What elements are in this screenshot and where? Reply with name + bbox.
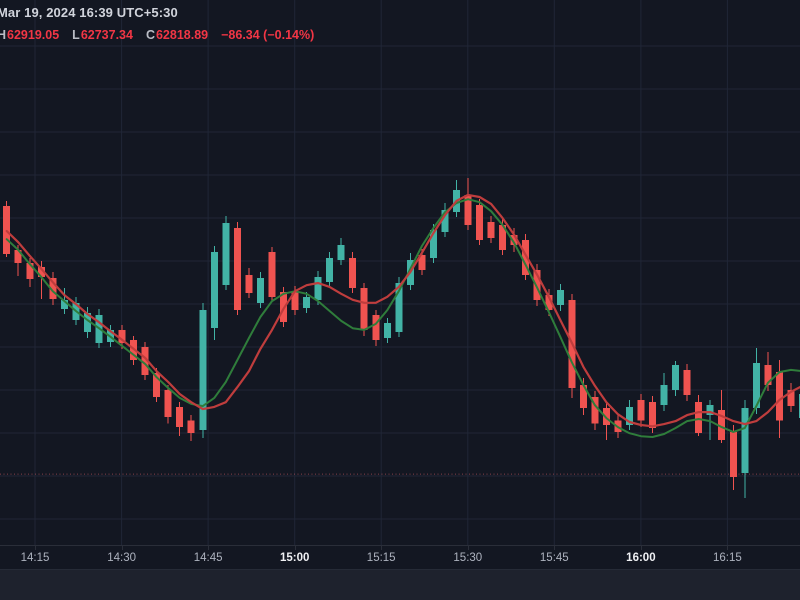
candle-body	[741, 408, 749, 474]
axis-tick	[35, 546, 36, 550]
time-label: 14:15	[20, 551, 50, 564]
candle-body	[798, 394, 800, 419]
candle-body	[26, 262, 34, 280]
candle-body	[441, 209, 449, 232]
candles-layer	[3, 178, 800, 499]
candle-body	[464, 194, 472, 225]
candle-body	[752, 363, 760, 409]
time-label: 15:15	[366, 551, 396, 564]
candle-body	[349, 258, 357, 288]
candle-body	[591, 397, 599, 424]
candle-body	[556, 289, 564, 305]
candle-body	[649, 402, 657, 428]
axis-tick	[294, 546, 296, 550]
candle-body	[775, 372, 783, 421]
axis-tick	[554, 546, 556, 550]
candle-body	[60, 299, 68, 309]
candle-body	[533, 270, 541, 300]
candle-body	[314, 277, 322, 300]
candle-body	[660, 384, 668, 406]
candle-body	[337, 244, 345, 260]
candle-body	[199, 310, 207, 431]
axis-tick	[640, 546, 642, 550]
candle-body	[383, 323, 391, 339]
candle-body	[233, 227, 241, 311]
candle-body	[695, 402, 703, 434]
candle-body	[326, 258, 334, 283]
candle-body	[625, 406, 633, 425]
axis-tick	[121, 546, 123, 550]
candle-body	[303, 296, 311, 308]
candle-body	[579, 384, 587, 409]
time-label: 14:30	[107, 551, 136, 564]
candle-body	[210, 252, 218, 329]
candle-body	[222, 222, 230, 286]
candle-body	[429, 230, 437, 259]
candle-body	[706, 405, 714, 416]
axis-tick	[381, 546, 383, 550]
candle-body	[118, 329, 126, 343]
candle-body	[187, 420, 195, 434]
candle-body	[141, 347, 149, 376]
axis-tick	[467, 546, 469, 550]
axis-tick	[208, 546, 210, 550]
time-label: 16:15	[713, 551, 742, 564]
time-label: 14:45	[193, 551, 223, 564]
candle-body	[268, 252, 276, 297]
candle-body	[476, 205, 484, 241]
candle-body	[487, 221, 495, 238]
candle-body	[787, 390, 795, 407]
candle-body	[37, 267, 45, 278]
candle-body	[372, 314, 380, 340]
time-axis[interactable]: 14:15 14:30 14:45 15:00 15:15 15:30 15:45 16:00…	[0, 545, 800, 569]
candle-body	[510, 234, 518, 245]
candle-body	[153, 372, 161, 398]
candle-body	[83, 313, 91, 333]
candle-body	[545, 295, 553, 311]
ma-fast-green-line	[5, 198, 800, 438]
candle-body	[164, 390, 172, 418]
time-label: 15:00	[279, 551, 310, 564]
time-label: 16:00	[626, 551, 656, 564]
time-label: 15:30	[453, 551, 483, 564]
candle-body	[637, 400, 645, 421]
candle-body	[14, 249, 22, 263]
bottom-toolbar	[0, 569, 800, 600]
candle-body	[360, 287, 368, 330]
candle-body	[418, 255, 426, 271]
candle-body	[291, 292, 299, 311]
candle-body	[49, 277, 57, 299]
candle-body	[256, 277, 264, 303]
candle-body	[522, 240, 530, 275]
candle-body	[764, 365, 772, 385]
candle-body	[176, 406, 184, 428]
chart-canvas[interactable]	[0, 0, 800, 545]
candle-body	[672, 365, 680, 391]
candle-body	[395, 283, 403, 333]
time-label: 15:45	[539, 551, 569, 564]
candle-body	[718, 409, 726, 441]
candle-body	[729, 431, 737, 478]
axis-tick	[727, 546, 729, 550]
candle-body	[245, 274, 253, 293]
candle-body	[499, 224, 507, 250]
candle-body	[602, 408, 610, 425]
ma-slow-red-line	[5, 193, 800, 428]
candle-body	[683, 369, 691, 395]
